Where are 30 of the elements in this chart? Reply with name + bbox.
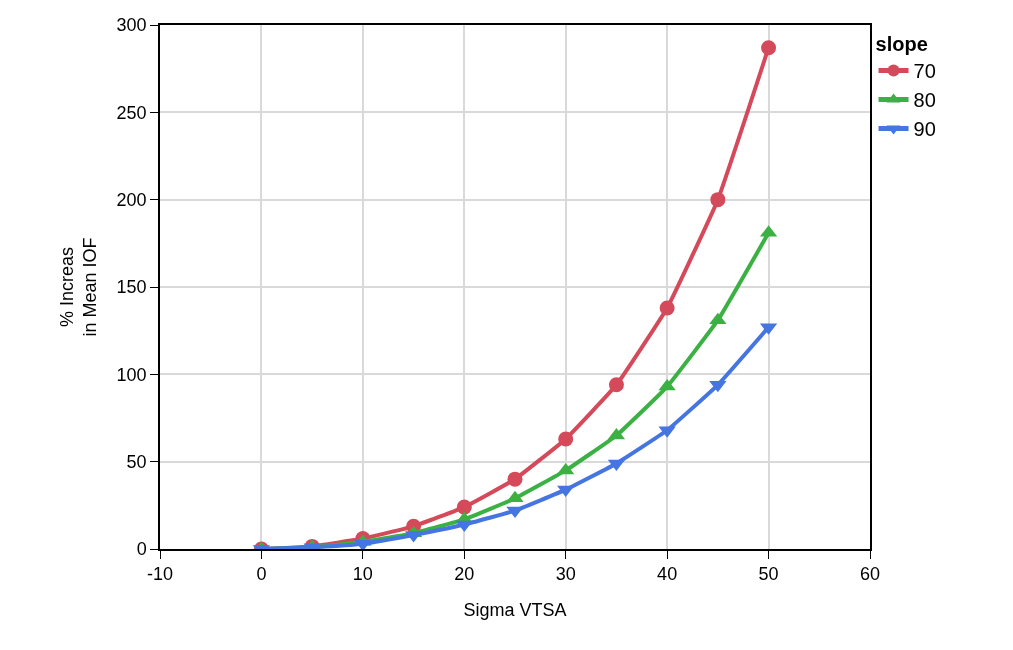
point (761, 40, 777, 56)
x-tick-label: 30 (555, 564, 576, 585)
point (506, 490, 524, 503)
x-tick-label: -10 (146, 564, 174, 585)
y-tick-label: 200 (116, 189, 147, 210)
y-tick-label: 50 (126, 451, 147, 472)
x-tick-label: 10 (352, 564, 373, 585)
x-tick-label: 20 (454, 564, 475, 585)
x-tick-label: 50 (758, 564, 779, 585)
point (557, 462, 575, 475)
y-tick-label: 100 (116, 364, 147, 385)
y-tick-label: 0 (136, 539, 147, 560)
legend-title: slope (875, 33, 928, 55)
x-axis-title: Sigma VTSA (463, 599, 567, 620)
point (456, 499, 472, 515)
x-tick-label: 60 (859, 564, 881, 585)
point (558, 431, 574, 447)
y-tick-label: 250 (116, 102, 147, 123)
legend-label: 90 (913, 118, 936, 141)
y-tick-label: 300 (116, 15, 147, 36)
x-tick-label: 0 (256, 564, 267, 585)
point (659, 300, 675, 316)
legend-label: 80 (913, 89, 936, 112)
point (710, 192, 726, 208)
y-tick-label: 150 (116, 277, 147, 298)
x-tick-label: 40 (657, 564, 678, 585)
point (608, 377, 624, 393)
legend-label: 70 (913, 60, 936, 83)
point (507, 471, 523, 487)
y-axis-title: % Increas in Mean IOF (56, 237, 101, 337)
